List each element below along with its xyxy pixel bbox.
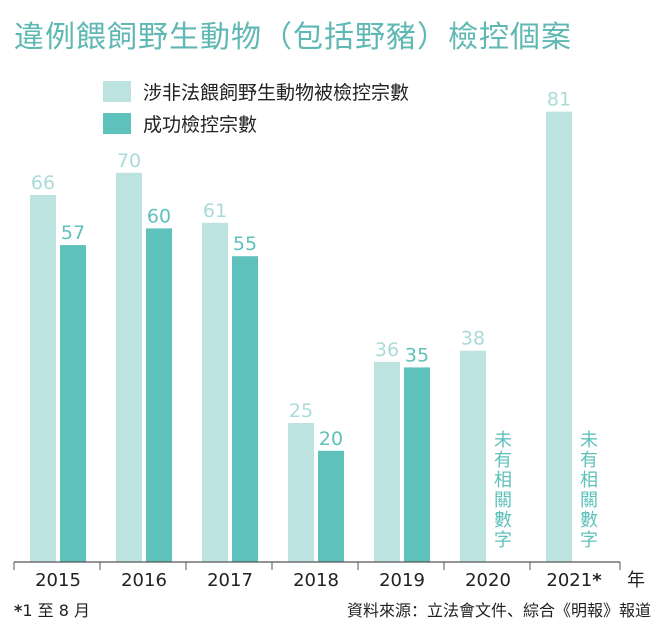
x-tick-label-2018: 2018 xyxy=(293,570,339,591)
data-label-successful-2017: 55 xyxy=(233,233,257,255)
x-tick-label-2021: 2021* xyxy=(546,570,602,591)
data-label-successful-2016: 60 xyxy=(147,205,171,227)
bar-prosecuted-2017 xyxy=(202,222,228,562)
bar-prosecuted-2018 xyxy=(288,423,314,562)
bar-prosecuted-2016 xyxy=(116,172,142,563)
legend-item-successful: 成功檢控宗數 xyxy=(103,110,257,137)
bar-prosecuted-2021 xyxy=(546,111,572,562)
source-note: 資料來源：立法會文件、綜合《明報》報道 xyxy=(346,601,651,620)
bar-successful-2018 xyxy=(318,450,344,562)
legend-label-prosecuted: 涉非法餵飼野生動物被檢控宗數 xyxy=(143,82,410,104)
footnote-text: 1 至 8 月 xyxy=(22,601,90,620)
data-label-successful-2018: 20 xyxy=(319,428,343,450)
bar-successful-2015 xyxy=(60,245,86,562)
x-tick-label-2020: 2020 xyxy=(465,570,511,591)
data-label-prosecuted-2020: 38 xyxy=(461,328,485,350)
data-label-prosecuted-2019: 36 xyxy=(375,339,399,361)
legend-swatch-light xyxy=(103,81,131,102)
x-tick-label-2019: 2019 xyxy=(379,570,425,591)
x-tick-label-2015: 2015 xyxy=(35,570,81,591)
legend-item-prosecuted: 涉非法餵飼野生動物被檢控宗數 xyxy=(103,78,409,105)
bar-successful-2017 xyxy=(232,256,258,562)
bar-prosecuted-2019 xyxy=(374,361,400,562)
bar-prosecuted-2015 xyxy=(30,195,56,563)
data-label-prosecuted-2015: 66 xyxy=(31,172,55,194)
chart-title: 違例餵飼野生動物（包括野豬）檢控個案 xyxy=(14,20,572,55)
footnote-mark: * xyxy=(14,601,23,620)
data-label-prosecuted-2017: 61 xyxy=(203,200,227,222)
x-axis-unit: 年 xyxy=(627,570,645,591)
bar-prosecuted-2020 xyxy=(460,350,486,562)
data-label-prosecuted-2016: 70 xyxy=(117,150,141,172)
legend-swatch-dark xyxy=(103,113,131,134)
footnote: *1 至 8 月 xyxy=(14,597,90,621)
bar-successful-2019 xyxy=(404,367,430,562)
data-label-successful-2015: 57 xyxy=(61,222,85,244)
bar-successful-2016 xyxy=(146,228,172,562)
missing-note-2020: 未有相關數字 xyxy=(494,430,512,551)
data-label-prosecuted-2018: 25 xyxy=(289,400,313,422)
data-label-prosecuted-2021: 81 xyxy=(547,89,571,111)
x-tick-label-2017: 2017 xyxy=(207,570,253,591)
x-tick-label-2016: 2016 xyxy=(121,570,167,591)
legend-label-successful: 成功檢控宗數 xyxy=(143,114,258,136)
missing-note-2021: 未有相關數字 xyxy=(580,430,598,551)
data-label-successful-2019: 35 xyxy=(405,344,429,366)
